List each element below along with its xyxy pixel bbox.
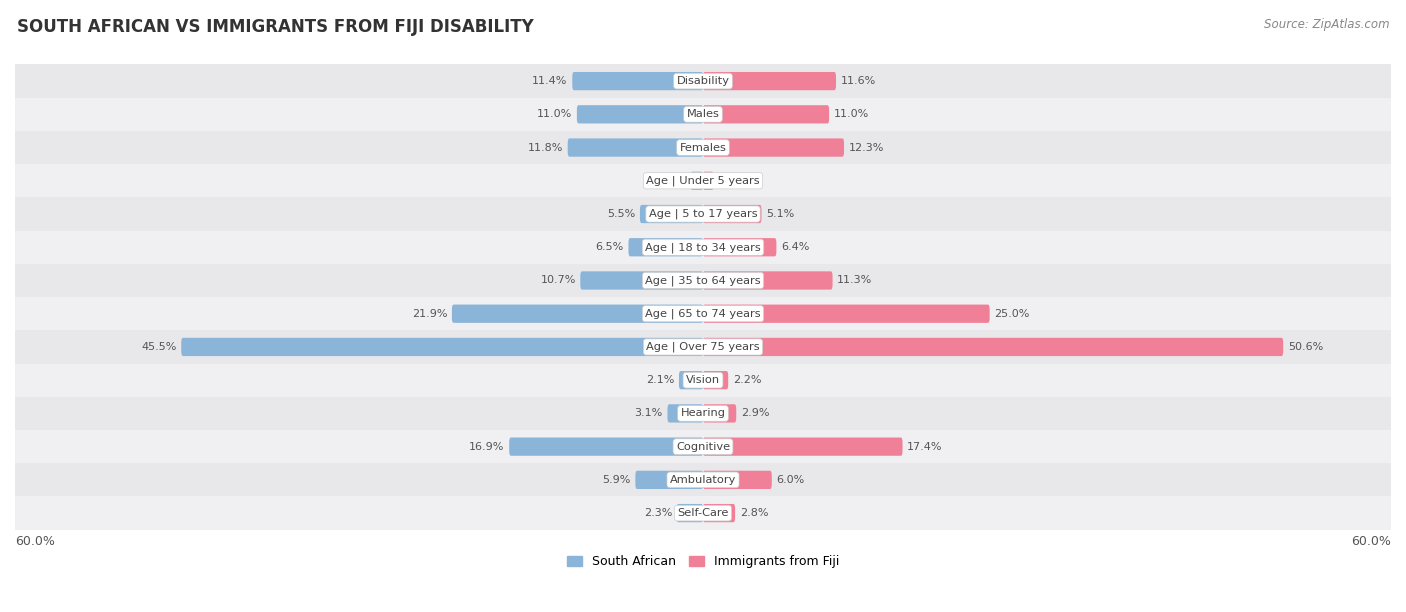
FancyBboxPatch shape — [181, 338, 703, 356]
Text: 5.9%: 5.9% — [602, 475, 631, 485]
Text: 11.8%: 11.8% — [527, 143, 564, 152]
Text: 6.0%: 6.0% — [776, 475, 804, 485]
Text: 10.7%: 10.7% — [540, 275, 575, 285]
Bar — [15, 297, 1391, 330]
FancyBboxPatch shape — [703, 371, 728, 389]
Text: 11.0%: 11.0% — [834, 110, 869, 119]
Text: 50.6%: 50.6% — [1288, 342, 1323, 352]
Bar — [15, 463, 1391, 496]
Text: Self-Care: Self-Care — [678, 508, 728, 518]
Bar — [15, 198, 1391, 231]
FancyBboxPatch shape — [703, 305, 990, 323]
FancyBboxPatch shape — [703, 138, 844, 157]
FancyBboxPatch shape — [572, 72, 703, 90]
Bar — [15, 364, 1391, 397]
FancyBboxPatch shape — [690, 171, 703, 190]
Text: Age | 5 to 17 years: Age | 5 to 17 years — [648, 209, 758, 219]
Text: Females: Females — [679, 143, 727, 152]
Text: 5.5%: 5.5% — [607, 209, 636, 219]
Legend: South African, Immigrants from Fiji: South African, Immigrants from Fiji — [562, 550, 844, 573]
FancyBboxPatch shape — [679, 371, 703, 389]
Bar — [15, 131, 1391, 164]
Text: 60.0%: 60.0% — [1351, 535, 1391, 548]
Text: Vision: Vision — [686, 375, 720, 385]
Bar — [15, 496, 1391, 530]
Text: Age | Over 75 years: Age | Over 75 years — [647, 341, 759, 352]
Bar — [15, 330, 1391, 364]
Text: 11.6%: 11.6% — [841, 76, 876, 86]
Text: Age | 35 to 64 years: Age | 35 to 64 years — [645, 275, 761, 286]
Text: 11.4%: 11.4% — [533, 76, 568, 86]
Text: 12.3%: 12.3% — [849, 143, 884, 152]
FancyBboxPatch shape — [703, 504, 735, 522]
Text: Age | Under 5 years: Age | Under 5 years — [647, 176, 759, 186]
FancyBboxPatch shape — [576, 105, 703, 124]
Text: Males: Males — [686, 110, 720, 119]
Bar — [15, 64, 1391, 98]
Text: 16.9%: 16.9% — [470, 442, 505, 452]
Text: 2.9%: 2.9% — [741, 408, 769, 419]
FancyBboxPatch shape — [703, 205, 762, 223]
FancyBboxPatch shape — [703, 105, 830, 124]
FancyBboxPatch shape — [703, 338, 1284, 356]
Text: 21.9%: 21.9% — [412, 308, 447, 319]
FancyBboxPatch shape — [703, 438, 903, 456]
FancyBboxPatch shape — [676, 504, 703, 522]
FancyBboxPatch shape — [509, 438, 703, 456]
Text: 1.1%: 1.1% — [658, 176, 686, 186]
FancyBboxPatch shape — [703, 471, 772, 489]
FancyBboxPatch shape — [640, 205, 703, 223]
Bar — [15, 430, 1391, 463]
Text: Source: ZipAtlas.com: Source: ZipAtlas.com — [1264, 18, 1389, 31]
Text: 6.5%: 6.5% — [596, 242, 624, 252]
Text: Cognitive: Cognitive — [676, 442, 730, 452]
FancyBboxPatch shape — [628, 238, 703, 256]
FancyBboxPatch shape — [703, 171, 714, 190]
Text: 6.4%: 6.4% — [780, 242, 810, 252]
Text: 60.0%: 60.0% — [15, 535, 55, 548]
Text: 0.92%: 0.92% — [718, 176, 754, 186]
Text: Ambulatory: Ambulatory — [669, 475, 737, 485]
FancyBboxPatch shape — [703, 405, 737, 422]
Text: Age | 18 to 34 years: Age | 18 to 34 years — [645, 242, 761, 253]
Bar — [15, 397, 1391, 430]
Text: SOUTH AFRICAN VS IMMIGRANTS FROM FIJI DISABILITY: SOUTH AFRICAN VS IMMIGRANTS FROM FIJI DI… — [17, 18, 534, 36]
Text: 3.1%: 3.1% — [634, 408, 662, 419]
Bar — [15, 231, 1391, 264]
Text: 2.8%: 2.8% — [740, 508, 768, 518]
FancyBboxPatch shape — [636, 471, 703, 489]
FancyBboxPatch shape — [703, 271, 832, 289]
Bar — [15, 164, 1391, 198]
Text: Age | 65 to 74 years: Age | 65 to 74 years — [645, 308, 761, 319]
FancyBboxPatch shape — [668, 405, 703, 422]
Text: 5.1%: 5.1% — [766, 209, 794, 219]
Text: 2.1%: 2.1% — [645, 375, 675, 385]
Text: 17.4%: 17.4% — [907, 442, 942, 452]
FancyBboxPatch shape — [568, 138, 703, 157]
Bar — [15, 264, 1391, 297]
Text: 25.0%: 25.0% — [994, 308, 1029, 319]
Text: Disability: Disability — [676, 76, 730, 86]
Text: 2.2%: 2.2% — [733, 375, 761, 385]
FancyBboxPatch shape — [703, 72, 837, 90]
Text: 2.3%: 2.3% — [644, 508, 672, 518]
FancyBboxPatch shape — [451, 305, 703, 323]
FancyBboxPatch shape — [581, 271, 703, 289]
Text: 11.0%: 11.0% — [537, 110, 572, 119]
Bar — [15, 98, 1391, 131]
FancyBboxPatch shape — [703, 238, 776, 256]
Text: 11.3%: 11.3% — [837, 275, 872, 285]
Text: 45.5%: 45.5% — [142, 342, 177, 352]
Text: Hearing: Hearing — [681, 408, 725, 419]
